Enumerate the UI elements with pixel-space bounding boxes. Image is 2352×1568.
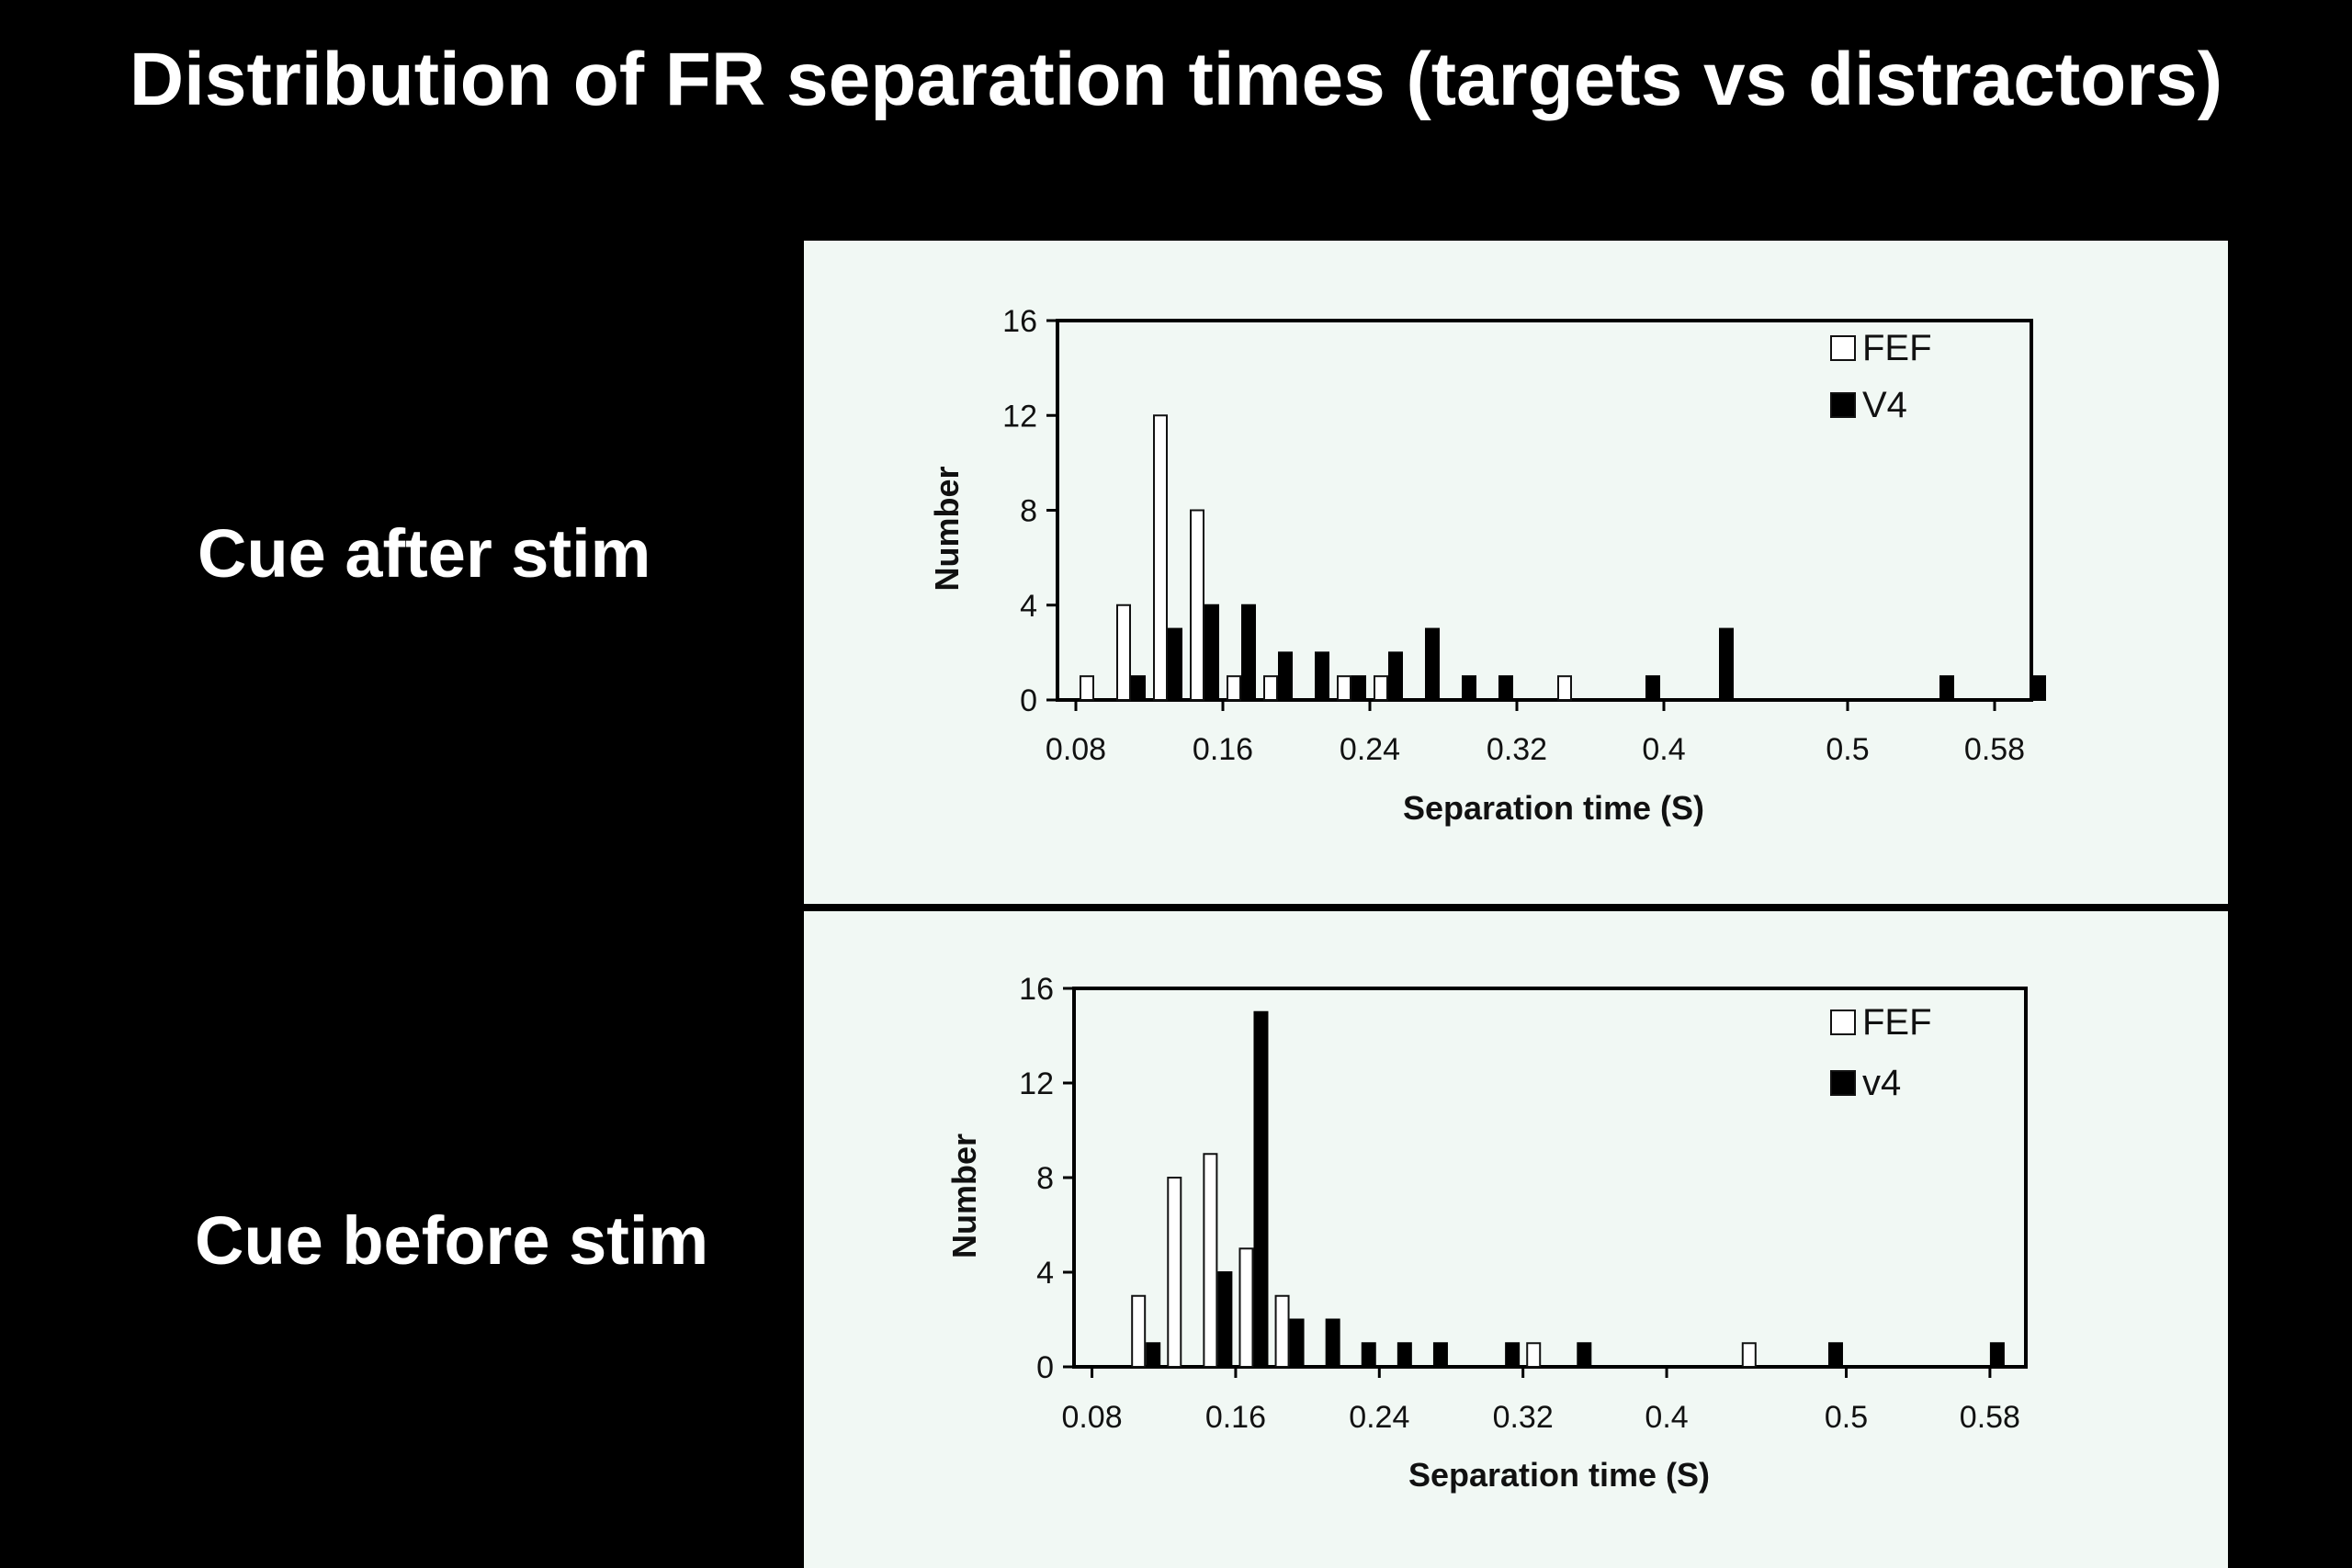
y-tick-label: 8 [1036,1161,1054,1196]
legend-swatch-v4 [1830,1070,1856,1096]
x-tick-label: 0.08 [1046,732,1106,767]
fef-bar [1190,509,1204,701]
x-tick-label: 0.58 [1964,732,2025,767]
y-tick-label: 4 [1036,1256,1054,1291]
v4-bar [1498,675,1513,701]
fef-bar [1557,675,1572,701]
v4-bar [1462,675,1476,701]
x-tick-label: 0.08 [1061,1400,1122,1435]
y-axis-title: Number [945,1134,983,1258]
row-label-cue-after-stim: Cue after stim [198,515,651,592]
x-tick-label: 0.5 [1825,1400,1868,1435]
y-tick-label: 16 [1002,304,1037,339]
fef-bar [1080,675,1094,701]
v4-bar [1432,1342,1448,1368]
fef-bar [1274,1294,1290,1368]
x-tick-label: 0.4 [1645,1400,1688,1435]
v4-bar [1168,627,1182,701]
x-tick-label: 0.16 [1193,732,1253,767]
legend-label-fef: FEF [1862,328,1932,368]
fef-bar [1167,1177,1182,1368]
fef-bar [1131,1294,1147,1368]
x-tick-label: 0.24 [1340,732,1400,767]
x-tick-label: 0.5 [1826,732,1869,767]
x-tick-label: 0.4 [1642,732,1685,767]
v4-bar [1315,651,1329,701]
y-tick-label: 0 [1020,683,1037,718]
y-tick-label: 12 [1019,1066,1054,1101]
v4-bar [1989,1342,2005,1368]
y-tick-label: 4 [1020,589,1037,624]
x-axis-title: Separation time (S) [1408,1456,1710,1494]
chart-panel-cue-before-stim: 0 4 8 12 16 0.08 0.16 0.24 0.32 0.4 0.5 0.58 Separat… [804,911,2228,1568]
y-tick-label: 16 [1019,972,1054,1007]
legend-swatch-fef [1830,335,1856,361]
v4-bar [1131,675,1146,701]
fef-bar [1238,1247,1254,1368]
v4-bar [1505,1342,1521,1368]
fef-bar [1116,604,1131,701]
x-tick-label: 0.58 [1960,1400,2020,1435]
v4-bar [1361,1342,1376,1368]
row-label-cue-before-stim: Cue before stim [195,1202,709,1279]
slide-title: Distribution of FR separation times (tar… [129,38,2223,121]
fef-bar [1741,1342,1757,1368]
v4-bar [1217,1271,1233,1368]
fef-bar [1203,1153,1218,1368]
fef-bar [1526,1342,1542,1368]
y-axis-title: Number [928,466,966,591]
legend-swatch-v4 [1830,392,1856,418]
y-tick-label: 0 [1036,1350,1054,1385]
fef-bar [1263,675,1278,701]
v4-bar [1577,1342,1592,1368]
histogram-cue-before-stim: 0 4 8 12 16 0.08 0.16 0.24 0.32 0.4 0.5 0.58 Separat… [945,972,2028,1494]
v4-bar [1253,1010,1269,1368]
v4-bar [1396,1342,1412,1368]
x-tick-label: 0.32 [1487,732,1547,767]
v4-bar [1204,604,1219,701]
chart-panel-cue-after-stim: 0 4 8 12 16 0.08 0.16 0.24 0.32 0.4 0.5 0.58 Separat… [804,241,2228,904]
x-tick-label: 0.16 [1205,1400,1266,1435]
v4-bar [1719,627,1734,701]
v4-bar [1351,675,1366,701]
v4-bar [1289,1318,1305,1368]
x-axis-title: Separation time (S) [1403,789,1704,827]
fef-bar [1227,675,1241,701]
legend-label-v4: v4 [1862,1063,1901,1103]
fef-bar [1153,414,1168,701]
v4-bar [1425,627,1440,701]
legend-label-fef: FEF [1862,1002,1932,1043]
x-tick-label: 0.32 [1493,1400,1554,1435]
v4-bar [2031,675,2046,701]
v4-bar [1388,651,1403,701]
v4-bar [1325,1318,1340,1368]
v4-bar [1146,1342,1161,1368]
v4-bar [1278,651,1293,701]
legend-swatch-fef [1830,1010,1856,1035]
histogram-cue-after-stim: 0 4 8 12 16 0.08 0.16 0.24 0.32 0.4 0.5 0.58 Separat… [928,304,2046,827]
v4-bar [1939,675,1954,701]
fef-bar [1374,675,1388,701]
v4-bar [1241,604,1256,701]
y-tick-label: 12 [1002,399,1037,434]
v4-bar [1645,675,1660,701]
v4-bar [1827,1342,1843,1368]
legend-label-v4: V4 [1862,385,1907,425]
x-tick-label: 0.24 [1349,1400,1409,1435]
y-tick-label: 8 [1020,494,1037,529]
fef-bar [1337,675,1351,701]
